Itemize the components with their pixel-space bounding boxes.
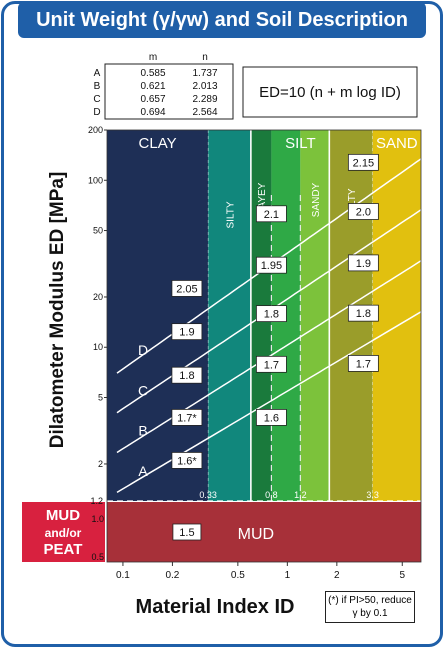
unit-weight-label-1: 1.7* xyxy=(177,412,197,424)
coef-m-A: 0.585 xyxy=(140,68,165,79)
line-label-B: B xyxy=(138,423,147,439)
x-axis-label: Material Index ID xyxy=(136,596,295,618)
line-label-A: A xyxy=(138,463,148,479)
plot-frame xyxy=(106,129,422,563)
y-tick-20: 20 xyxy=(93,292,103,302)
unit-weight-label-5: 1.6 xyxy=(264,412,279,424)
formula-box xyxy=(242,66,418,118)
unit-weight-label-2: 1.8 xyxy=(179,370,194,382)
coef-row-label-C: C xyxy=(93,94,100,105)
coef-n-D: 2.564 xyxy=(192,107,217,118)
coef-row-label-D: D xyxy=(93,107,100,118)
zone-4 xyxy=(300,130,330,501)
y-tick-5: 5 xyxy=(98,393,103,403)
y-axis-label: Dilatometer Modulus ED [MPa] xyxy=(47,172,68,449)
mud-unit-weight-box xyxy=(172,523,202,541)
x-tick-0.2: 0.2 xyxy=(165,570,179,581)
zone-label-sandy-silt: SANDY xyxy=(311,182,322,217)
zone-0 xyxy=(107,130,209,501)
y-tick-50: 50 xyxy=(93,226,103,236)
group-label-sand: SAND xyxy=(376,135,418,152)
unit-weight-label-13: 2.0 xyxy=(356,207,371,219)
boundary-label-0.8: 0.8 xyxy=(265,490,278,500)
group-label-silt: SILT xyxy=(285,135,316,152)
coef-m-D: 0.694 xyxy=(140,107,165,118)
chart-title: Unit Weight (γ/γw) and Soil Description xyxy=(18,2,426,38)
group-label-clay: CLAY xyxy=(139,135,177,152)
unit-weight-box-5 xyxy=(256,409,287,426)
boundary-label-1.2: 1.2 xyxy=(294,490,307,500)
unit-weight-label-10: 1.7 xyxy=(356,358,371,370)
y-tick-10: 10 xyxy=(93,342,103,352)
zone-1 xyxy=(208,130,251,501)
coef-m-C: 0.657 xyxy=(140,94,165,105)
coef-table-box xyxy=(104,63,234,120)
unit-weight-box-1 xyxy=(171,409,203,426)
unit-weight-box-7 xyxy=(256,305,287,323)
x-tick-1: 1 xyxy=(285,570,291,581)
unit-weight-label-6: 1.7 xyxy=(264,359,279,371)
y-tick-2: 2 xyxy=(98,459,103,469)
mud-peat-label-2: PEAT xyxy=(44,541,83,558)
mud-y-tick-05: 0.5 xyxy=(91,552,104,562)
formula-text: ED=10 (n + m log ID) xyxy=(259,84,401,101)
unit-weight-label-7: 1.8 xyxy=(264,309,279,321)
coef-row-label-B: B xyxy=(94,81,101,92)
unit-weight-box-4 xyxy=(171,280,203,297)
unit-weight-box-2 xyxy=(171,366,203,384)
unit-weight-label-0: 1.6* xyxy=(177,455,197,467)
unit-weight-box-11 xyxy=(347,304,379,322)
y-tick-1.2: 1.2 xyxy=(90,496,103,506)
mud-y-tick-1: 1.0 xyxy=(91,514,104,524)
y-tick-100: 100 xyxy=(88,175,103,185)
mud-unit-weight-label: 1.5 xyxy=(179,527,194,539)
mud-band xyxy=(107,502,421,562)
x-tick-5: 5 xyxy=(399,570,405,581)
coef-header-m: m xyxy=(149,52,157,63)
mud-peat-band xyxy=(22,502,105,562)
boundary-label-3.3: 3.3 xyxy=(366,490,379,500)
unit-weight-label-4: 2.05 xyxy=(176,283,197,295)
unit-weight-box-6 xyxy=(256,355,287,373)
y-tick-200: 200 xyxy=(88,125,103,135)
pi-note: (*) if PI>50, reduce γ by 0.1 xyxy=(325,591,415,623)
unit-weight-label-11: 1.8 xyxy=(356,308,371,320)
x-tick-2: 2 xyxy=(334,570,340,581)
zone-label-clayey-silt: CLAYEY xyxy=(257,182,268,221)
coef-n-C: 2.289 xyxy=(192,94,217,105)
line-A xyxy=(116,311,422,494)
unit-weight-label-8: 1.95 xyxy=(261,260,282,272)
coef-row-label-A: A xyxy=(94,68,101,79)
unit-weight-box-14 xyxy=(347,153,379,171)
zone-6 xyxy=(372,130,421,501)
unit-weight-label-9: 2.1 xyxy=(264,209,279,221)
unit-weight-label-14: 2.15 xyxy=(353,157,374,169)
boundary-label-0.33: 0.33 xyxy=(199,490,217,500)
unit-weight-label-12: 1.9 xyxy=(356,258,371,270)
unit-weight-box-10 xyxy=(347,355,379,372)
coef-n-A: 1.737 xyxy=(192,68,217,79)
x-tick-0.1: 0.1 xyxy=(116,570,130,581)
unit-weight-box-8 xyxy=(256,256,287,274)
x-tick-0.5: 0.5 xyxy=(231,570,245,581)
unit-weight-box-12 xyxy=(347,254,379,272)
zone-label-silty-sand: SILTY xyxy=(347,188,358,215)
mud-peat-label-1: and/or xyxy=(45,526,82,540)
coef-n-B: 2.013 xyxy=(192,81,217,92)
zone-label-silty-clay: SILTY xyxy=(226,201,237,228)
mud-peat-label-0: MUD xyxy=(46,507,80,524)
unit-weight-box-9 xyxy=(256,205,287,223)
mud-label: MUD xyxy=(238,526,274,543)
line-label-C: C xyxy=(138,382,148,398)
coef-m-B: 0.621 xyxy=(140,81,165,92)
line-label-D: D xyxy=(138,342,148,358)
unit-weight-label-3: 1.9 xyxy=(179,327,194,339)
unit-weight-box-3 xyxy=(171,323,203,341)
unit-weight-box-0 xyxy=(171,452,203,469)
coef-header-n: n xyxy=(202,52,208,63)
unit-weight-box-13 xyxy=(347,203,379,220)
